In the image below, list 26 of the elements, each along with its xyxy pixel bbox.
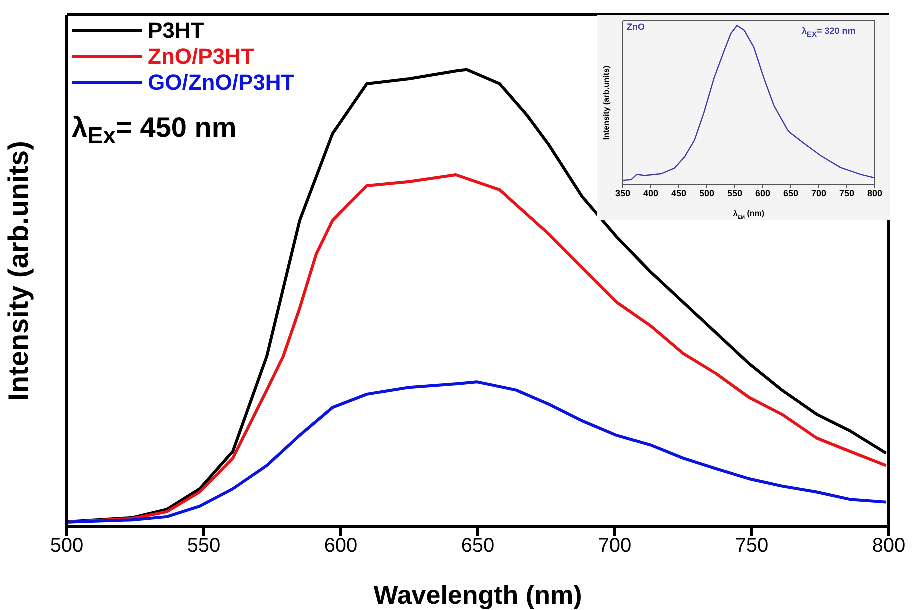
- x-tick-label: 550: [727, 188, 743, 198]
- x-axis-title: Wavelength (nm): [374, 580, 582, 610]
- x-tick-label: 600: [755, 188, 771, 198]
- x-tick-label: 800: [872, 535, 906, 558]
- legend-label: GO/ZnO/P3HT: [148, 70, 295, 96]
- annotation: λ$_{EX}$= 320 nm: [802, 26, 856, 39]
- x-tick-label: 500: [699, 188, 715, 198]
- x-tick-label: 600: [324, 535, 358, 558]
- x-tick-label: 700: [811, 188, 827, 198]
- x-tick-label: 350: [615, 188, 631, 198]
- legend-label: P3HT: [148, 18, 204, 44]
- x-tick-label: 750: [839, 188, 855, 198]
- x-tick-label: 650: [783, 188, 799, 198]
- x-tick-label: 800: [867, 188, 883, 198]
- x-tick-label: 750: [735, 535, 769, 558]
- annotation: ZnO: [627, 22, 645, 32]
- legend-label: ZnO/P3HT: [148, 44, 254, 70]
- x-tick-label: 550: [187, 535, 221, 558]
- x-tick-label: 700: [598, 535, 632, 558]
- x-tick-label: 500: [50, 535, 84, 558]
- y-axis-title: Intensity (arb.units): [3, 141, 34, 401]
- x-tick-label: 400: [643, 188, 659, 198]
- x-tick-label: 450: [671, 188, 687, 198]
- annotation: λ$_{Ex}$= 450 nm: [72, 112, 237, 150]
- x-tick-label: 650: [461, 535, 495, 558]
- y-axis-title: Intensity (arb.units): [602, 66, 611, 140]
